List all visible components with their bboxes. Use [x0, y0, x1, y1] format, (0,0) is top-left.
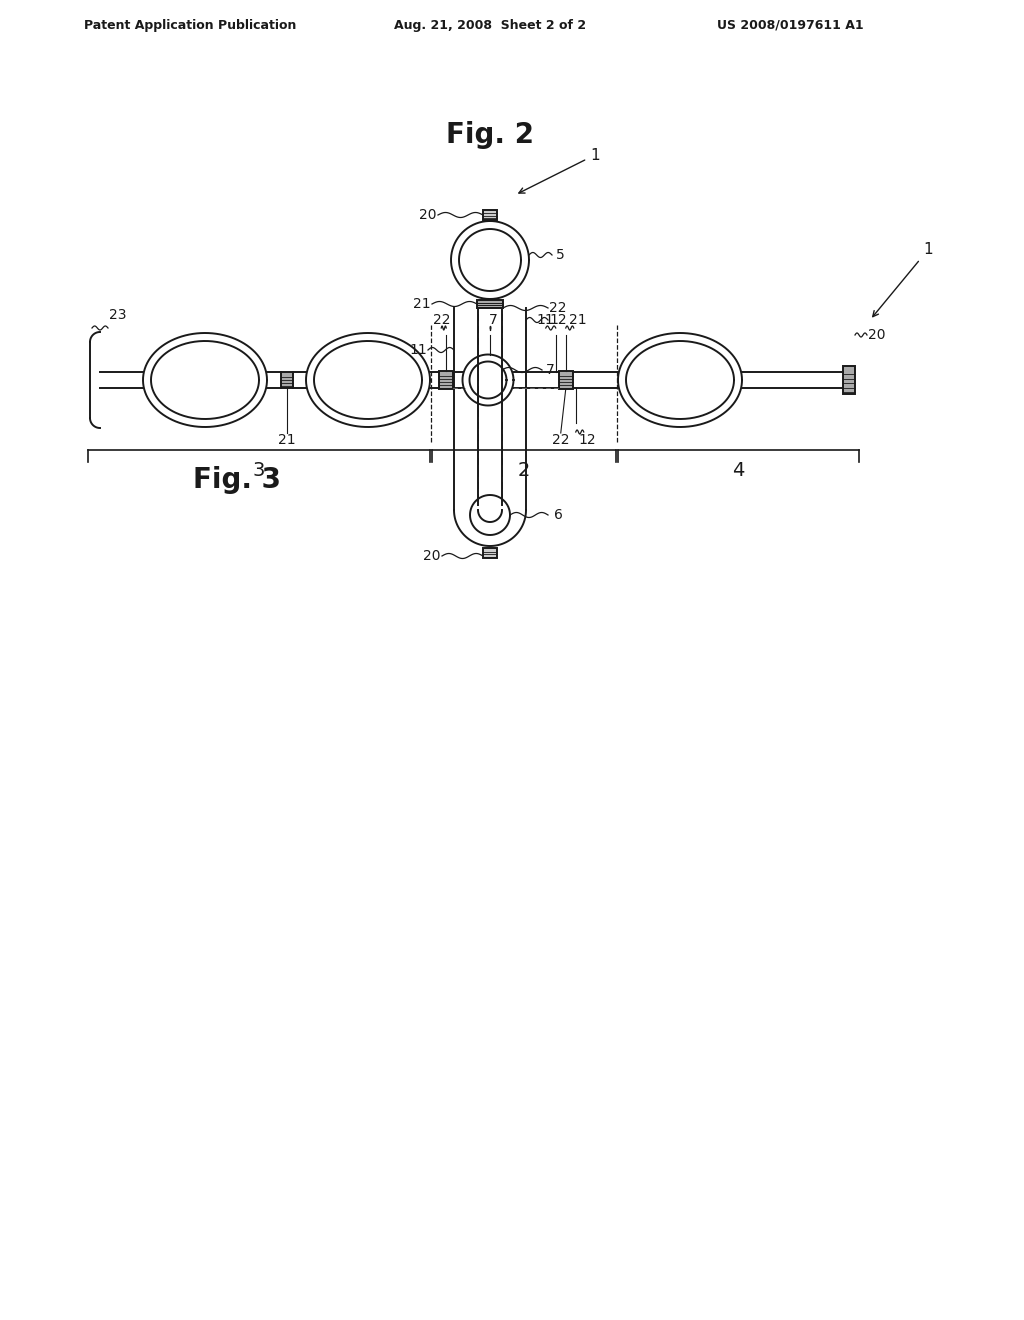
Text: Fig. 3: Fig. 3 [193, 466, 281, 494]
Bar [559, 371, 572, 389]
Text: 22: 22 [552, 433, 569, 447]
Bar [439, 371, 454, 389]
Text: 11: 11 [537, 313, 555, 327]
Text: 20: 20 [868, 327, 886, 342]
Bar [843, 366, 855, 393]
Text: US 2008/0197611 A1: US 2008/0197611 A1 [717, 18, 863, 32]
Text: 21: 21 [278, 433, 295, 447]
Bar [477, 300, 503, 308]
Text: 12: 12 [579, 433, 597, 447]
Text: 1: 1 [872, 243, 933, 317]
Text: 21: 21 [569, 313, 587, 327]
Text: 4: 4 [732, 461, 744, 479]
Bar [281, 372, 293, 388]
Text: 23: 23 [110, 308, 127, 322]
Text: 1: 1 [519, 148, 600, 193]
Text: 20: 20 [423, 549, 440, 564]
Bar [483, 210, 497, 220]
Text: 21: 21 [414, 297, 431, 312]
Text: 12: 12 [549, 313, 567, 327]
Text: 2: 2 [518, 461, 530, 479]
Text: 5: 5 [556, 248, 564, 261]
Text: 22: 22 [432, 313, 450, 327]
Text: 7: 7 [546, 363, 554, 378]
Text: 11: 11 [410, 343, 427, 356]
Text: 3: 3 [253, 461, 265, 479]
Text: 6: 6 [554, 508, 562, 521]
Bar [483, 548, 497, 558]
Text: Patent Application Publication: Patent Application Publication [84, 18, 296, 32]
Text: Aug. 21, 2008  Sheet 2 of 2: Aug. 21, 2008 Sheet 2 of 2 [394, 18, 586, 32]
Text: 20: 20 [419, 209, 437, 222]
Text: Fig. 2: Fig. 2 [446, 121, 534, 149]
Text: 7: 7 [488, 313, 498, 327]
Text: 22: 22 [549, 301, 566, 315]
